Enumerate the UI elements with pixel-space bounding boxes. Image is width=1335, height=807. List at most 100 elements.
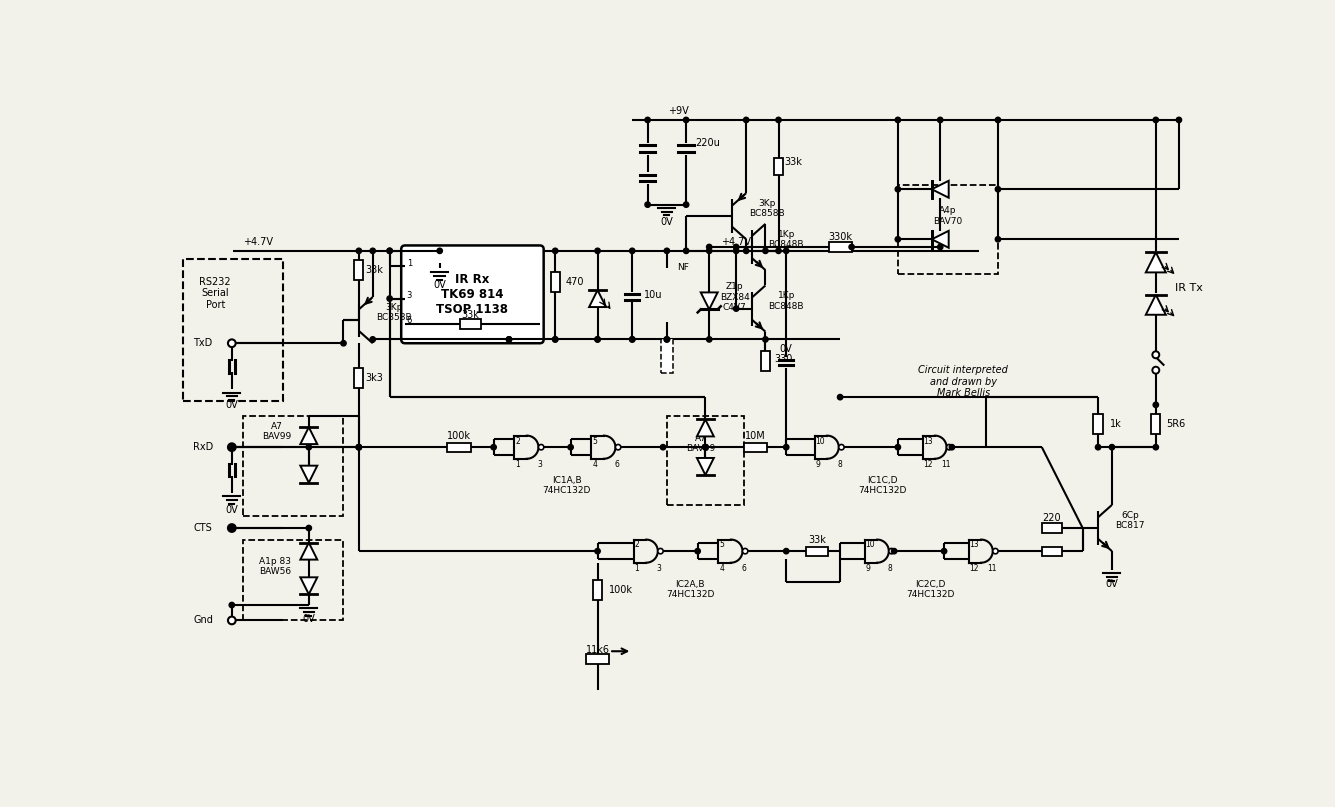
Bar <box>354 260 363 280</box>
Polygon shape <box>300 466 318 483</box>
Circle shape <box>702 445 708 449</box>
Circle shape <box>230 602 235 608</box>
Circle shape <box>506 337 511 342</box>
Circle shape <box>437 248 442 253</box>
Bar <box>550 272 559 291</box>
Text: 9: 9 <box>816 460 820 469</box>
Bar <box>593 579 602 600</box>
Circle shape <box>230 445 235 449</box>
Bar <box>829 242 852 252</box>
Polygon shape <box>697 458 714 475</box>
Bar <box>1151 414 1160 434</box>
Text: Gnd: Gnd <box>194 616 214 625</box>
Circle shape <box>387 296 392 301</box>
Text: IR Tx: IR Tx <box>1175 282 1203 293</box>
Text: 6: 6 <box>407 316 413 325</box>
Circle shape <box>762 248 768 253</box>
Circle shape <box>1153 402 1159 408</box>
Bar <box>744 442 768 452</box>
Circle shape <box>733 248 738 253</box>
Circle shape <box>1096 445 1101 449</box>
Circle shape <box>370 248 375 253</box>
Text: 11: 11 <box>941 460 951 469</box>
Circle shape <box>996 236 1001 242</box>
Circle shape <box>615 445 621 449</box>
Polygon shape <box>701 292 718 309</box>
Circle shape <box>837 395 842 399</box>
Circle shape <box>658 549 663 554</box>
Circle shape <box>665 337 670 342</box>
Circle shape <box>896 445 901 449</box>
Circle shape <box>784 248 789 253</box>
Circle shape <box>630 248 635 253</box>
Text: 11: 11 <box>987 563 996 573</box>
Text: IC2A,B
74HC132D: IC2A,B 74HC132D <box>666 580 714 600</box>
Circle shape <box>665 337 670 342</box>
Text: IC2C,D
74HC132D: IC2C,D 74HC132D <box>906 580 955 600</box>
Circle shape <box>744 248 749 253</box>
Text: 330k: 330k <box>828 232 852 242</box>
Text: 5: 5 <box>593 437 597 445</box>
Text: A7
BAV99: A7 BAV99 <box>686 433 716 453</box>
Polygon shape <box>300 427 318 444</box>
Text: +4.7V: +4.7V <box>243 236 274 247</box>
Circle shape <box>306 445 311 449</box>
Text: A7
BAV99: A7 BAV99 <box>263 422 292 441</box>
Circle shape <box>553 337 558 342</box>
Text: 470: 470 <box>565 277 583 286</box>
Circle shape <box>340 341 346 346</box>
Circle shape <box>538 445 543 449</box>
Text: 12: 12 <box>969 563 979 573</box>
Circle shape <box>744 117 749 123</box>
Circle shape <box>506 337 511 342</box>
Circle shape <box>896 236 901 242</box>
Bar <box>447 442 470 452</box>
Text: 9: 9 <box>865 563 870 573</box>
Text: 2: 2 <box>634 541 639 550</box>
Circle shape <box>387 248 392 253</box>
Circle shape <box>661 445 666 449</box>
Circle shape <box>595 337 601 342</box>
Circle shape <box>849 245 854 249</box>
Circle shape <box>645 202 650 207</box>
Text: 0V: 0V <box>661 216 673 227</box>
Circle shape <box>996 117 1001 123</box>
Text: 3k3: 3k3 <box>364 373 383 383</box>
Circle shape <box>896 117 901 123</box>
Polygon shape <box>589 290 606 307</box>
Circle shape <box>838 445 844 449</box>
Circle shape <box>937 245 943 249</box>
Polygon shape <box>932 231 949 248</box>
Circle shape <box>228 443 236 451</box>
Circle shape <box>356 445 362 449</box>
Circle shape <box>696 549 701 554</box>
Circle shape <box>889 549 894 554</box>
Circle shape <box>553 248 558 253</box>
Bar <box>761 351 770 371</box>
Bar <box>774 157 784 174</box>
Text: 1: 1 <box>407 259 413 268</box>
Text: 0V: 0V <box>780 345 793 354</box>
Bar <box>1041 524 1061 533</box>
Circle shape <box>996 186 1001 192</box>
Polygon shape <box>697 420 714 437</box>
Text: 10M: 10M <box>745 432 766 441</box>
Circle shape <box>941 549 947 554</box>
Text: +9V: +9V <box>668 107 689 116</box>
Circle shape <box>684 117 689 123</box>
Text: IC1C,D
74HC132D: IC1C,D 74HC132D <box>858 476 906 495</box>
Text: 3: 3 <box>407 291 413 300</box>
Text: 0V: 0V <box>303 614 315 624</box>
Text: 11k6: 11k6 <box>586 645 610 654</box>
Text: 220: 220 <box>1043 513 1061 523</box>
Text: Z1p
BZX84
C4V7: Z1p BZX84 C4V7 <box>720 282 750 312</box>
Text: 6: 6 <box>614 460 619 469</box>
Text: 1Kp
BC848B: 1Kp BC848B <box>769 291 804 311</box>
Text: 3: 3 <box>657 563 661 573</box>
Circle shape <box>230 525 235 531</box>
Text: CTS: CTS <box>194 523 212 533</box>
Circle shape <box>706 248 712 253</box>
Text: 220u: 220u <box>696 138 720 148</box>
Text: 100k: 100k <box>447 432 471 441</box>
Text: RS232
Serial
Port: RS232 Serial Port <box>199 277 231 310</box>
